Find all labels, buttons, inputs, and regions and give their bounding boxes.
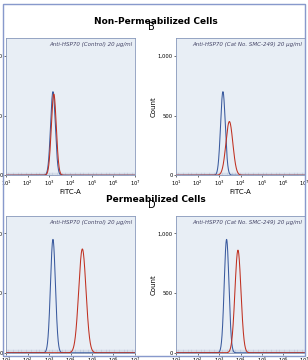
Y-axis label: Count: Count [150, 96, 156, 117]
Text: Anti-HSP70 (Cat No. SMC-249) 20 µg/ml: Anti-HSP70 (Cat No. SMC-249) 20 µg/ml [192, 220, 302, 225]
Text: Anti-HSP70 (Control) 20 µg/ml: Anti-HSP70 (Control) 20 µg/ml [49, 42, 132, 47]
Text: D: D [148, 200, 156, 210]
X-axis label: FITC-A: FITC-A [60, 189, 81, 195]
Text: Permeabilized Cells: Permeabilized Cells [106, 195, 205, 204]
Y-axis label: Count: Count [150, 274, 156, 294]
X-axis label: FITC-A: FITC-A [230, 189, 251, 195]
Text: Anti-HSP70 (Control) 20 µg/ml: Anti-HSP70 (Control) 20 µg/ml [49, 220, 132, 225]
Text: B: B [148, 22, 155, 32]
Text: Non-Permeabilized Cells: Non-Permeabilized Cells [94, 17, 217, 26]
Text: Anti-HSP70 (Cat No. SMC-249) 20 µg/ml: Anti-HSP70 (Cat No. SMC-249) 20 µg/ml [192, 42, 302, 47]
